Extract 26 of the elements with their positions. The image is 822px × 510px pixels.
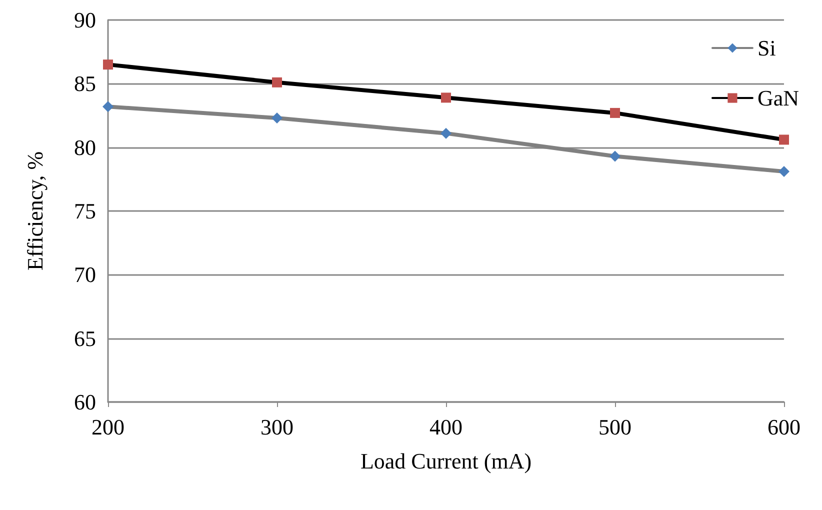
legend-label: Si bbox=[757, 36, 776, 60]
x-tick-label: 400 bbox=[430, 414, 462, 440]
y-tick-label: 65 bbox=[74, 326, 96, 351]
y-tick-label: 70 bbox=[74, 262, 96, 288]
point bbox=[440, 128, 452, 139]
y-tick-label: 75 bbox=[74, 198, 96, 224]
point bbox=[610, 108, 620, 118]
x-tick-label: 500 bbox=[598, 414, 632, 440]
y-tick-label: 90 bbox=[74, 8, 96, 32]
point bbox=[441, 92, 451, 103]
y-tick-label: 80 bbox=[74, 134, 96, 160]
point bbox=[778, 166, 790, 178]
legend-label: GaN bbox=[757, 86, 800, 110]
x-tick-label: 600 bbox=[768, 414, 800, 440]
point bbox=[102, 101, 114, 112]
x-axis-title: Load Current (mA) bbox=[360, 448, 532, 474]
point bbox=[272, 77, 282, 88]
point bbox=[610, 150, 620, 162]
y-tick-label: 85 bbox=[74, 71, 96, 96]
point bbox=[779, 134, 789, 145]
x-tick-label: 300 bbox=[260, 414, 294, 440]
y-tick-label: 60 bbox=[74, 390, 96, 414]
point bbox=[272, 112, 282, 124]
point bbox=[103, 60, 113, 70]
x-tick-label: 200 bbox=[92, 414, 124, 440]
y-axis-title: Efficiency, % bbox=[22, 151, 48, 271]
